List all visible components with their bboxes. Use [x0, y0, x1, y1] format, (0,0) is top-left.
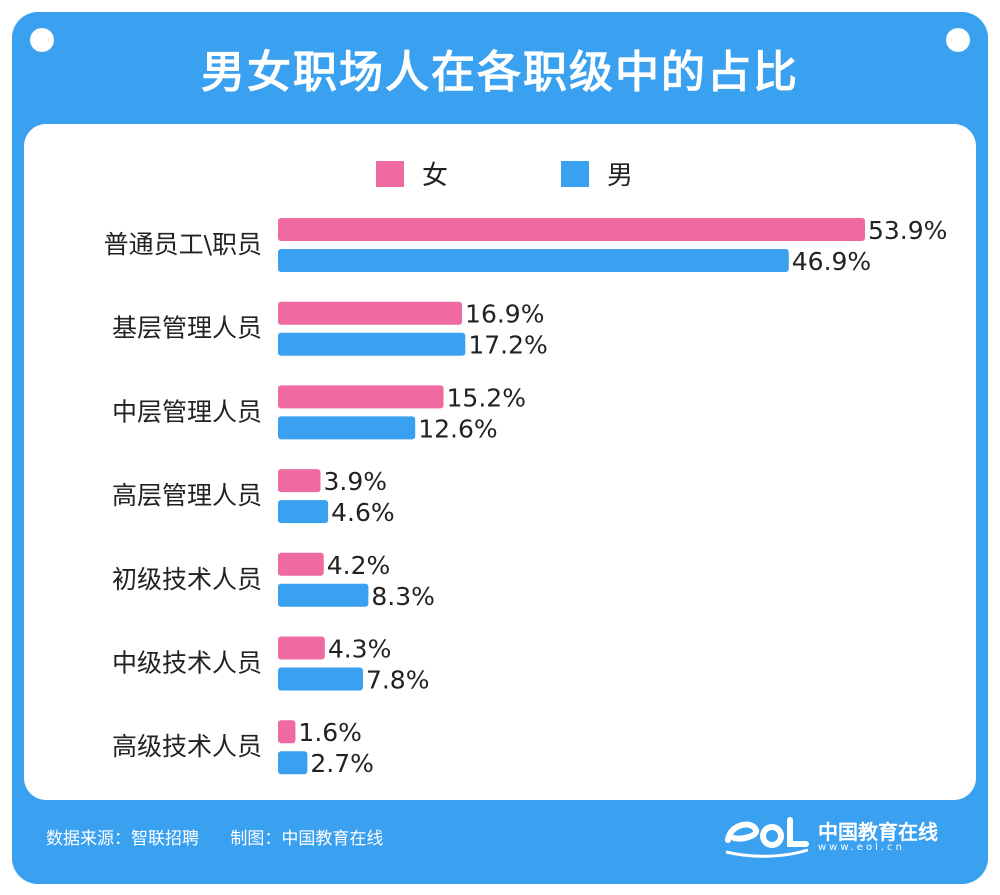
- category-label-5: 中级技术人员: [112, 649, 262, 678]
- legend-label-0: 女: [422, 161, 448, 191]
- legend-swatch-0: [376, 161, 404, 187]
- eol-logo-icon: [725, 817, 809, 858]
- value-label-1-3: 4.6%: [331, 498, 395, 527]
- footer-credits: 数据来源：智联招聘 制图：中国教育在线: [46, 824, 409, 849]
- brand-url: www.eol.cn: [818, 842, 905, 853]
- maker-text: 制图：中国教育在线: [230, 829, 384, 849]
- decor-dot-right: [946, 28, 970, 52]
- bar-0-1: [278, 301, 463, 325]
- value-label-0-4: 4.2%: [327, 551, 391, 580]
- category-label-2: 中层管理人员: [112, 397, 262, 426]
- value-label-1-4: 8.3%: [371, 582, 435, 611]
- bar-1-4: [278, 583, 369, 607]
- bar-0-4: [278, 552, 324, 576]
- category-label-6: 高级技术人员: [112, 732, 262, 761]
- category-label-3: 高层管理人员: [112, 481, 262, 510]
- bar-1-0: [278, 249, 789, 272]
- bar-0-5: [278, 636, 325, 660]
- bar-1-3: [278, 500, 329, 524]
- value-label-0-1: 16.9%: [465, 300, 544, 329]
- category-label-0: 普通员工\职员: [104, 230, 262, 259]
- value-label-1-1: 17.2%: [468, 331, 547, 360]
- bar-0-3: [278, 469, 321, 493]
- category-label-4: 初级技术人员: [112, 565, 262, 594]
- value-label-0-2: 15.2%: [447, 383, 526, 412]
- source-text: 数据来源：智联招聘: [46, 829, 199, 849]
- decor-dot-left: [30, 28, 54, 52]
- bar-1-2: [278, 416, 416, 440]
- value-label-1-5: 7.8%: [366, 666, 430, 695]
- bar-0-6: [278, 720, 296, 744]
- bar-0-0: [278, 218, 865, 241]
- value-label-1-0: 46.9%: [792, 247, 871, 276]
- value-label-1-2: 12.6%: [418, 414, 497, 443]
- legend-swatch-1: [561, 161, 589, 187]
- bar-1-5: [278, 667, 363, 691]
- value-label-0-6: 1.6%: [298, 718, 362, 747]
- value-label-0-5: 4.3%: [328, 635, 392, 664]
- bar-1-6: [278, 751, 308, 775]
- brand-name: 中国教育在线: [818, 820, 938, 844]
- page-title: 男女职场人在各职级中的占比: [201, 47, 799, 98]
- bar-0-2: [278, 385, 444, 409]
- value-label-1-6: 2.7%: [310, 749, 374, 778]
- value-label-0-0: 53.9%: [868, 216, 947, 245]
- bar-1-1: [278, 332, 466, 356]
- category-label-1: 基层管理人员: [112, 314, 262, 343]
- value-label-0-3: 3.9%: [323, 467, 387, 496]
- legend-label-1: 男: [607, 161, 633, 191]
